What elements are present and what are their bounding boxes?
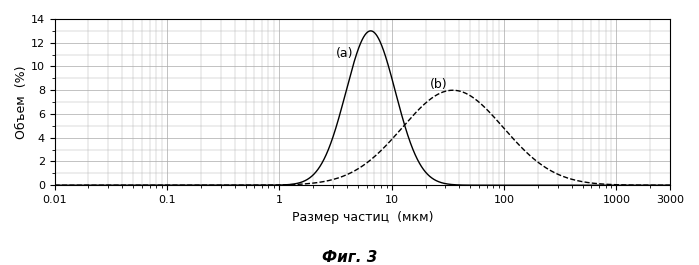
X-axis label: Размер частиц  (мкм): Размер частиц (мкм): [291, 210, 433, 223]
Text: (b): (b): [430, 78, 448, 91]
Text: Фиг. 3: Фиг. 3: [322, 250, 377, 265]
Text: (a): (a): [336, 47, 354, 60]
Y-axis label: Объем  (%): Объем (%): [15, 65, 28, 139]
